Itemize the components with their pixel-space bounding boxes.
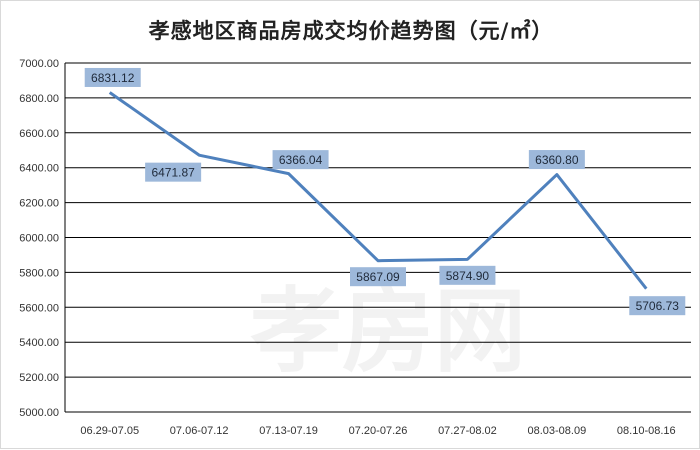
data-label-text: 5706.73 xyxy=(636,299,680,313)
data-label-box xyxy=(272,150,329,170)
y-tick-label: 5800.00 xyxy=(19,267,59,279)
x-tick-label: 08.10-08.16 xyxy=(617,425,676,437)
watermark-logo: 孝房网 xyxy=(250,278,526,385)
y-tick-label: 6600.00 xyxy=(19,128,59,140)
x-tick-label: 07.27-08.02 xyxy=(438,425,497,437)
data-label: 6831.12 xyxy=(84,67,141,87)
x-tick-label: 06.29-07.05 xyxy=(80,425,139,437)
data-label-box xyxy=(84,67,141,87)
series-line-group xyxy=(108,91,648,290)
y-tick-label: 6000.00 xyxy=(19,233,59,245)
data-label: 5706.73 xyxy=(629,296,686,316)
y-tick-label: 5400.00 xyxy=(19,337,59,349)
y-axis-ticks: 5000.00 5200.00 5400.00 5600.00 5800.00 6000.… xyxy=(19,58,59,419)
data-label-text: 5874.90 xyxy=(446,269,490,283)
x-tick-label: 07.13-07.19 xyxy=(259,425,318,437)
y-tick-label: 5200.00 xyxy=(19,372,59,384)
data-label-box xyxy=(528,150,585,170)
x-tick-label: 07.20-07.26 xyxy=(349,425,408,437)
data-label-box xyxy=(145,162,202,182)
x-tick-label: 07.06-07.12 xyxy=(170,425,229,437)
y-tick-label: 5000.00 xyxy=(19,407,59,419)
data-label: 6360.80 xyxy=(528,150,585,170)
y-tick-label: 6200.00 xyxy=(19,198,59,210)
data-label: 5874.90 xyxy=(439,265,496,285)
y-tick-label: 6800.00 xyxy=(19,93,59,105)
data-label: 6366.04 xyxy=(272,150,329,170)
y-tick-label: 7000.00 xyxy=(19,58,59,70)
data-label-box xyxy=(350,267,406,287)
chart-title: 孝感地区商品房成交均价趋势图（元/㎡） xyxy=(148,19,554,43)
x-axis-ticks: 06.29-07.05 07.06-07.12 07.13-07.19 07.20-0… xyxy=(80,425,675,437)
data-label-text: 6366.04 xyxy=(279,153,323,167)
data-label-box xyxy=(629,296,686,316)
data-label-text: 6360.80 xyxy=(535,153,579,167)
y-tick-label: 5600.00 xyxy=(19,302,59,314)
y-tick-label: 6400.00 xyxy=(19,163,59,175)
data-label: 6471.87 xyxy=(145,162,202,182)
data-label: 5867.09 xyxy=(350,267,406,287)
data-label-text: 5867.09 xyxy=(356,270,400,284)
data-label-text: 6471.87 xyxy=(151,166,195,180)
data-labels: 6831.12 6471.87 6366.04 5867.09 5874.90 6360.… xyxy=(84,67,686,316)
x-tick-label: 08.03-08.09 xyxy=(527,425,586,437)
data-label-text: 6831.12 xyxy=(91,71,135,85)
series-line xyxy=(108,91,648,290)
data-label-box xyxy=(439,265,496,285)
